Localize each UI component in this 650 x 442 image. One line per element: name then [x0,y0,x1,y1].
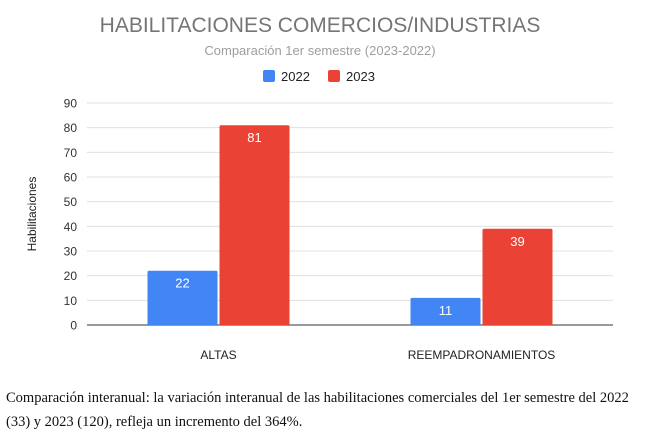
y-tick-label: 90 [64,97,78,111]
legend: 2022 2023 [263,69,375,84]
chart-caption: Comparación interanual: la variación int… [6,390,629,430]
data-labels: 22 81 11 39 [175,130,524,318]
y-tick-label: 20 [64,269,78,283]
chart-subtitle: Comparación 1er semestre (2023-2022) [204,43,435,58]
y-axis-ticks: 0 10 20 30 40 50 60 70 80 90 [64,97,78,333]
x-tick-label: REEMPADRONAMIENTOS [408,348,556,362]
x-tick-label: ALTAS [200,348,236,362]
x-axis-ticks: ALTAS REEMPADRONAMIENTOS [200,348,555,362]
y-tick-label: 50 [64,195,78,209]
bar-2023-altas [219,125,290,325]
bar-2022-altas [147,270,218,325]
legend-swatch-2022 [263,70,275,82]
data-label: 81 [247,130,261,145]
legend-label-2023: 2023 [346,69,375,84]
bar-2022-reempadronamientos [410,297,481,325]
bars [147,125,553,325]
y-tick-label: 0 [70,319,77,333]
bar-chart: HABILITACIONES COMERCIOS/INDUSTRIAS Comp… [25,14,613,362]
y-axis-title: Habilitaciones [25,177,39,252]
y-tick-label: 60 [64,171,78,185]
y-tick-label: 40 [64,220,78,234]
legend-label-2022: 2022 [281,69,310,84]
y-tick-label: 70 [64,146,78,160]
y-tick-label: 30 [64,245,78,259]
chart-title: HABILITACIONES COMERCIOS/INDUSTRIAS [100,14,541,37]
data-label: 11 [439,303,453,318]
y-tick-label: 10 [64,294,78,308]
bar-2023-reempadronamientos [482,228,553,325]
data-label: 39 [510,234,524,249]
legend-swatch-2023 [328,70,340,82]
y-tick-label: 80 [64,121,78,135]
data-label: 22 [175,276,189,291]
